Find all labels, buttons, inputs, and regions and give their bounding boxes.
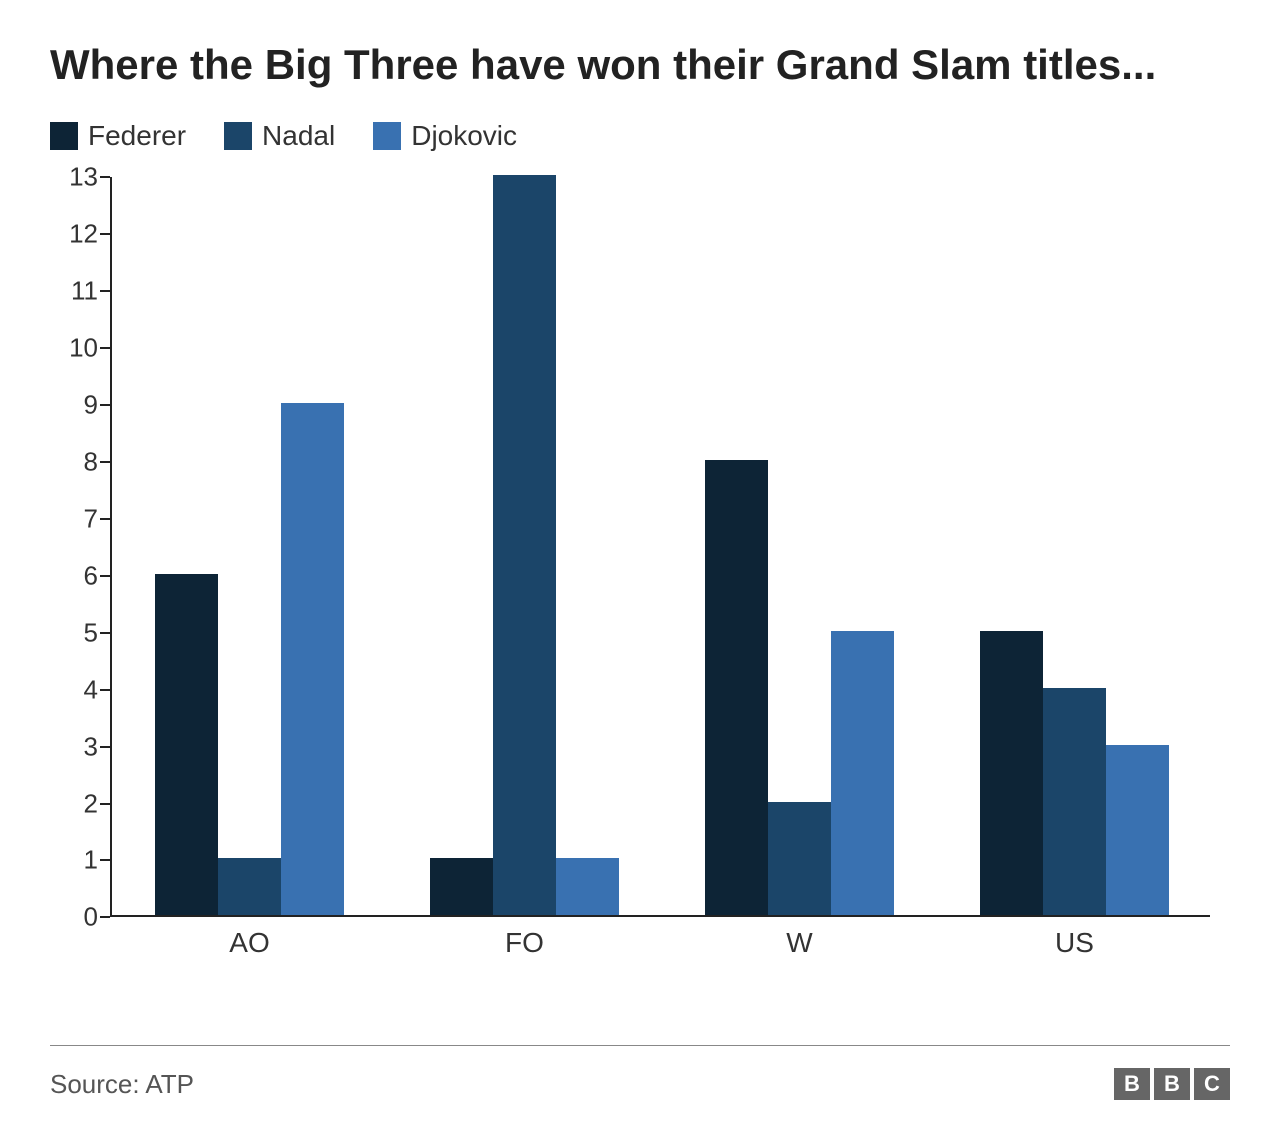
bar — [155, 574, 218, 916]
y-tick-label: 5 — [84, 617, 98, 648]
y-tick — [100, 803, 110, 805]
y-tick — [100, 518, 110, 520]
legend-item: Djokovic — [373, 120, 517, 152]
y-tick-label: 2 — [84, 788, 98, 819]
y-tick-label: 10 — [69, 333, 98, 364]
bbc-logo-letter: C — [1194, 1068, 1230, 1100]
y-tick — [100, 461, 110, 463]
y-tick-label: 1 — [84, 845, 98, 876]
y-tick-label: 11 — [71, 276, 98, 307]
y-tick-label: 8 — [84, 447, 98, 478]
y-tick — [100, 632, 110, 634]
bar — [768, 802, 831, 916]
footer-rule — [50, 1045, 1230, 1046]
y-tick — [100, 347, 110, 349]
legend-swatch — [50, 122, 78, 150]
y-tick — [100, 176, 110, 178]
legend-swatch — [373, 122, 401, 150]
chart-area: 012345678910111213AOFOWUS — [50, 177, 1210, 957]
legend-item: Nadal — [224, 120, 335, 152]
x-tick-label: FO — [505, 927, 544, 959]
bar — [1106, 745, 1169, 916]
legend-label: Federer — [88, 120, 186, 152]
x-tick-label: AO — [229, 927, 269, 959]
bar — [493, 175, 556, 915]
y-tick — [100, 746, 110, 748]
source-text: Source: ATP — [50, 1069, 194, 1100]
y-tick-label: 4 — [84, 674, 98, 705]
y-tick — [100, 689, 110, 691]
bbc-logo-letter: B — [1114, 1068, 1150, 1100]
legend-label: Nadal — [262, 120, 335, 152]
bbc-logo-letter: B — [1154, 1068, 1190, 1100]
y-tick-label: 0 — [84, 902, 98, 933]
bar — [218, 858, 281, 915]
y-tick — [100, 290, 110, 292]
chart-title: Where the Big Three have won their Grand… — [50, 40, 1230, 90]
bar — [556, 858, 619, 915]
legend: Federer Nadal Djokovic — [50, 120, 1230, 152]
y-tick-label: 13 — [69, 162, 98, 193]
bbc-logo: BBC — [1114, 1068, 1230, 1100]
chart-container: Where the Big Three have won their Grand… — [0, 0, 1280, 1142]
y-tick-label: 3 — [84, 731, 98, 762]
y-tick — [100, 575, 110, 577]
y-tick — [100, 404, 110, 406]
bar — [980, 631, 1043, 916]
y-tick-label: 7 — [84, 503, 98, 534]
footer: Source: ATP BBC — [50, 1068, 1230, 1100]
bar — [430, 858, 493, 915]
legend-swatch — [224, 122, 252, 150]
bar — [705, 460, 768, 915]
bar — [281, 403, 344, 915]
y-tick-label: 12 — [69, 219, 98, 250]
x-tick-label: US — [1055, 927, 1094, 959]
bar — [831, 631, 894, 916]
legend-label: Djokovic — [411, 120, 517, 152]
y-tick — [100, 859, 110, 861]
bar — [1043, 688, 1106, 916]
y-tick — [100, 916, 110, 918]
plot-area: 012345678910111213AOFOWUS — [110, 177, 1210, 917]
legend-item: Federer — [50, 120, 186, 152]
y-tick — [100, 233, 110, 235]
y-tick-label: 9 — [84, 390, 98, 421]
x-tick-label: W — [786, 927, 812, 959]
y-tick-label: 6 — [84, 560, 98, 591]
